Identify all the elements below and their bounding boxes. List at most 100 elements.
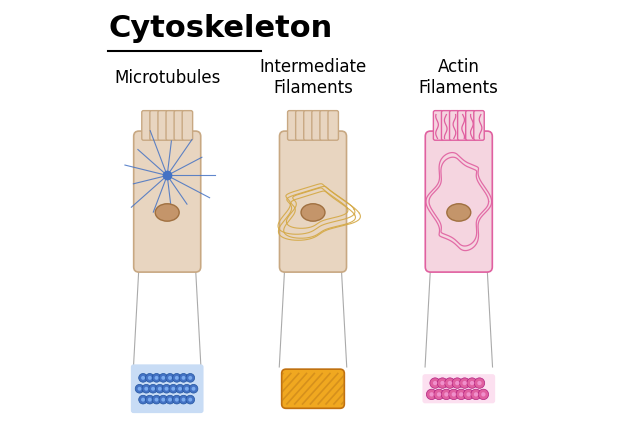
Circle shape	[145, 374, 154, 382]
FancyBboxPatch shape	[158, 111, 168, 140]
Circle shape	[139, 395, 147, 404]
Circle shape	[179, 374, 188, 382]
Circle shape	[151, 387, 155, 391]
Circle shape	[470, 381, 475, 385]
Circle shape	[186, 395, 195, 404]
Circle shape	[437, 392, 441, 396]
FancyBboxPatch shape	[433, 111, 444, 140]
Circle shape	[139, 374, 147, 382]
Circle shape	[440, 381, 444, 385]
FancyBboxPatch shape	[182, 111, 193, 140]
FancyBboxPatch shape	[134, 131, 201, 272]
Circle shape	[148, 398, 151, 402]
Circle shape	[168, 376, 172, 380]
Circle shape	[459, 378, 470, 389]
Circle shape	[459, 392, 463, 396]
Circle shape	[141, 398, 145, 402]
Circle shape	[172, 387, 175, 391]
Text: Cytoskeleton: Cytoskeleton	[108, 14, 332, 43]
FancyBboxPatch shape	[466, 111, 476, 140]
FancyBboxPatch shape	[312, 111, 322, 140]
Circle shape	[155, 385, 164, 393]
Circle shape	[430, 378, 440, 389]
Circle shape	[471, 389, 481, 399]
FancyBboxPatch shape	[423, 374, 495, 403]
FancyBboxPatch shape	[141, 111, 152, 140]
FancyBboxPatch shape	[282, 369, 344, 408]
Text: Intermediate
Filaments: Intermediate Filaments	[259, 58, 367, 97]
Circle shape	[162, 376, 165, 380]
Circle shape	[185, 387, 189, 391]
Circle shape	[481, 392, 486, 396]
Circle shape	[179, 395, 188, 404]
Circle shape	[186, 374, 195, 382]
Circle shape	[159, 374, 168, 382]
Circle shape	[155, 398, 158, 402]
Circle shape	[441, 389, 451, 399]
Circle shape	[145, 387, 148, 391]
Circle shape	[444, 378, 455, 389]
Circle shape	[463, 389, 474, 399]
Circle shape	[162, 385, 171, 393]
Text: Microtubules: Microtubules	[114, 69, 220, 87]
FancyBboxPatch shape	[449, 111, 460, 140]
Circle shape	[172, 374, 181, 382]
Ellipse shape	[301, 204, 325, 221]
Circle shape	[455, 381, 459, 385]
Circle shape	[172, 395, 181, 404]
Circle shape	[467, 378, 477, 389]
Circle shape	[188, 398, 192, 402]
FancyBboxPatch shape	[295, 111, 306, 140]
Circle shape	[175, 376, 179, 380]
Circle shape	[463, 381, 467, 385]
Circle shape	[478, 389, 489, 399]
Circle shape	[448, 381, 452, 385]
Circle shape	[182, 385, 191, 393]
Circle shape	[175, 398, 179, 402]
Circle shape	[166, 395, 175, 404]
FancyBboxPatch shape	[304, 111, 314, 140]
Circle shape	[449, 389, 459, 399]
Circle shape	[474, 392, 478, 396]
Circle shape	[155, 376, 158, 380]
FancyBboxPatch shape	[328, 111, 339, 140]
Circle shape	[162, 398, 165, 402]
FancyBboxPatch shape	[150, 111, 160, 140]
Circle shape	[135, 385, 144, 393]
FancyBboxPatch shape	[174, 111, 185, 140]
Circle shape	[159, 395, 168, 404]
Circle shape	[178, 387, 182, 391]
Circle shape	[466, 392, 471, 396]
Circle shape	[152, 395, 161, 404]
Circle shape	[152, 374, 161, 382]
Circle shape	[166, 374, 175, 382]
FancyBboxPatch shape	[279, 131, 347, 272]
FancyBboxPatch shape	[458, 111, 468, 140]
Circle shape	[451, 392, 456, 396]
Circle shape	[148, 376, 151, 380]
Circle shape	[169, 385, 178, 393]
Circle shape	[192, 387, 195, 391]
Circle shape	[426, 389, 437, 399]
Text: Actin
Filaments: Actin Filaments	[419, 58, 499, 97]
Circle shape	[429, 392, 434, 396]
Circle shape	[149, 385, 157, 393]
Circle shape	[141, 376, 145, 380]
Circle shape	[434, 389, 444, 399]
Circle shape	[452, 378, 463, 389]
FancyBboxPatch shape	[425, 131, 492, 272]
Circle shape	[142, 385, 151, 393]
FancyBboxPatch shape	[474, 111, 485, 140]
Circle shape	[145, 395, 154, 404]
Circle shape	[437, 378, 448, 389]
Circle shape	[477, 381, 481, 385]
Circle shape	[433, 381, 437, 385]
Circle shape	[158, 387, 162, 391]
Circle shape	[182, 376, 185, 380]
Circle shape	[165, 387, 168, 391]
Ellipse shape	[447, 204, 471, 221]
Circle shape	[475, 378, 485, 389]
Circle shape	[456, 389, 466, 399]
Circle shape	[182, 398, 185, 402]
Circle shape	[138, 387, 141, 391]
